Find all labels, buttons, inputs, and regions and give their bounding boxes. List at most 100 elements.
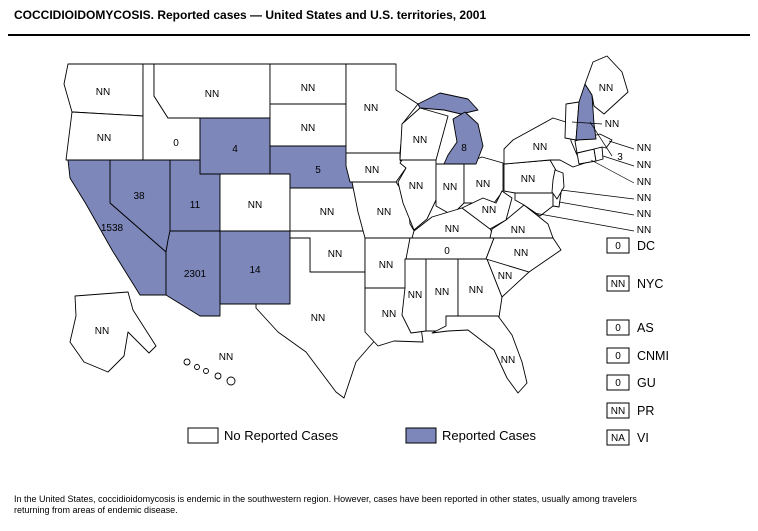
state-south-carolina-value: NN (498, 271, 512, 282)
leader-massachusetts (608, 140, 635, 150)
state-nevada-value: 38 (133, 191, 145, 202)
state-connecticut-value: NN (637, 177, 651, 188)
cnmi-value: 0 (615, 351, 621, 362)
cnmi-value-box (606, 347, 630, 364)
state-kentucky-value: NN (445, 224, 459, 235)
state-hawaii-island-4 (214, 372, 222, 380)
pr-label: PR (637, 404, 654, 418)
state-arizona-value: 2301 (184, 269, 207, 280)
state-michigan (443, 111, 484, 165)
legend-cases-swatch (405, 427, 437, 444)
state-georgia (457, 258, 503, 318)
gu-value: 0 (615, 378, 621, 389)
state-virginia-value: NN (511, 225, 525, 236)
state-hawaii-island-2 (194, 364, 200, 370)
state-michigan-upper-peninsula (417, 92, 479, 115)
state-oklahoma-value: NN (328, 249, 342, 260)
title-rule (8, 34, 750, 36)
state-mississippi-value: NN (408, 290, 422, 301)
state-indiana-value: NN (443, 182, 457, 193)
state-utah-value: 11 (190, 200, 201, 211)
state-idaho-value: 0 (173, 138, 179, 149)
state-illinois-value: NN (409, 181, 423, 192)
state-florida (431, 315, 528, 394)
state-kansas-value: NN (320, 207, 334, 218)
state-hawaii-island-3 (203, 368, 209, 374)
state-alabama-value: NN (435, 287, 449, 298)
state-montana-value: NN (205, 89, 219, 100)
leader-connecticut (590, 159, 635, 184)
leader-new-jersey (560, 189, 635, 200)
leader-new-hampshire (589, 121, 613, 157)
state-california-value: 1538 (101, 223, 124, 234)
state-north-dakota-value: NN (301, 83, 315, 94)
as-value: 0 (615, 323, 621, 334)
state-new-hampshire-value: 3 (617, 152, 623, 163)
state-north-carolina-value: NN (514, 248, 528, 259)
state-georgia-value: NN (469, 285, 483, 296)
legend-no-cases-label: No Reported Cases (224, 428, 339, 443)
vi-value: NA (611, 433, 625, 444)
state-colorado-value: NN (248, 200, 262, 211)
cnmi-label: CNMI (637, 349, 669, 363)
state-nebraska-value: 5 (315, 165, 321, 176)
dc-label: DC (637, 239, 655, 253)
state-massachusetts-value: NN (637, 143, 651, 154)
legend-no-cases-swatch (187, 427, 219, 444)
state-ohio (463, 156, 504, 204)
state-maine (584, 55, 629, 115)
state-florida-value: NN (501, 355, 515, 366)
nyc-label: NYC (637, 277, 663, 291)
footnote: In the United States, coccidioidomycosis… (14, 494, 750, 516)
state-arkansas-value: NN (379, 260, 393, 271)
leader-maryland (533, 212, 635, 232)
footnote-line-1: In the United States, coccidioidomycosis… (14, 494, 637, 504)
leader-delaware (558, 201, 635, 216)
state-wisconsin (399, 107, 449, 161)
state-alaska-value: NN (95, 326, 109, 337)
page-title: COCCIDIOIDOMYCOSIS. Reported cases — Uni… (14, 8, 487, 22)
state-delaware-value: NN (637, 209, 651, 220)
state-vermont-value: NN (605, 119, 619, 130)
as-value-box (606, 319, 630, 336)
vi-label: VI (637, 431, 649, 445)
state-wisconsin-value: NN (413, 135, 427, 146)
state-washington-value: NN (96, 87, 110, 98)
pr-value: NN (611, 406, 625, 417)
state-wyoming-value: 4 (232, 144, 238, 155)
state-california (67, 159, 167, 296)
state-iowa-value: NN (365, 165, 379, 176)
state-oregon-value: NN (97, 133, 111, 144)
state-texas-value: NN (311, 313, 325, 324)
gu-value-box (606, 374, 630, 391)
state-hawaii-island-5 (226, 376, 236, 386)
gu-label: GU (637, 376, 656, 390)
state-west-virginia-value: NN (482, 205, 496, 216)
as-label: AS (637, 321, 654, 335)
vi-value-box (606, 429, 630, 446)
state-new-jersey (551, 169, 565, 200)
state-maryland-value: NN (637, 225, 651, 236)
state-tennessee-value: 0 (444, 246, 450, 257)
nyc-value: NN (611, 279, 625, 290)
state-pennsylvania-value: NN (521, 174, 535, 185)
state-new-york (503, 117, 586, 168)
state-michigan-value: 8 (461, 143, 467, 154)
dc-value-box (606, 237, 630, 254)
pr-value-box (606, 402, 630, 419)
footnote-line-2: returning from areas of endemic disease. (14, 505, 178, 515)
state-maine-value: NN (599, 83, 613, 94)
state-rhode-island-value: NN (637, 160, 651, 171)
state-new-mexico-value: 14 (249, 265, 261, 276)
state-south-dakota-value: NN (301, 123, 315, 134)
state-minnesota-value: NN (364, 103, 378, 114)
state-missouri-value: NN (377, 207, 391, 218)
state-virginia (489, 204, 554, 239)
state-tennessee (405, 237, 495, 260)
state-new-jersey-value: NN (637, 193, 651, 204)
state-texas (255, 237, 378, 399)
state-hawaii-value: NN (219, 352, 233, 363)
leader-rhode-island (602, 155, 635, 167)
